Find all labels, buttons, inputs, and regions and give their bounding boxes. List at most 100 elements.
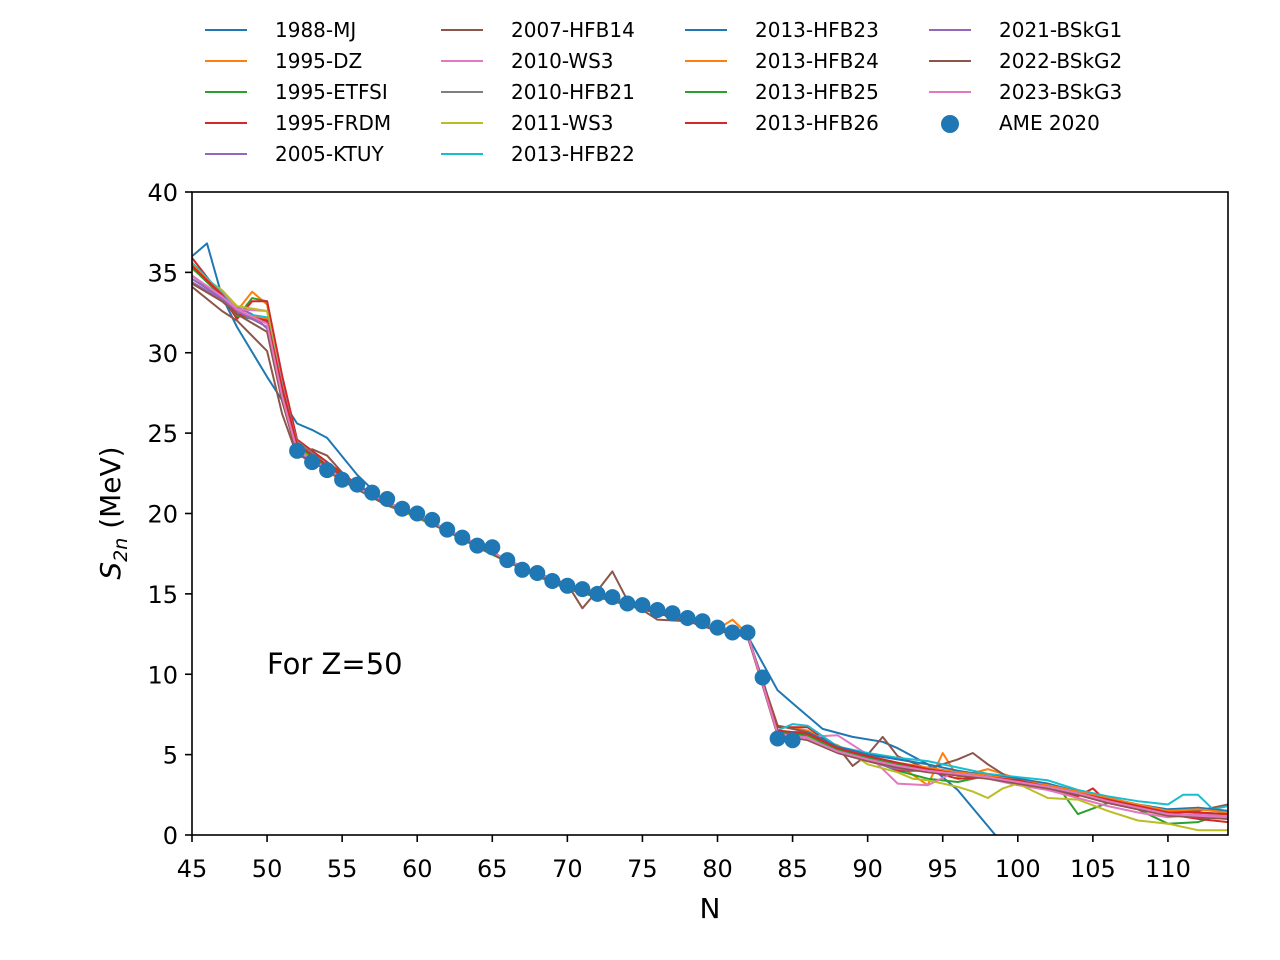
legend-item: 2013-HFB23 bbox=[685, 14, 879, 45]
ame-2020-point bbox=[514, 561, 531, 578]
ame-2020-point bbox=[634, 597, 651, 614]
ame-2020-point bbox=[484, 539, 501, 556]
y-tick-label: 25 bbox=[147, 420, 178, 448]
ame-2020-point bbox=[664, 605, 681, 622]
legend-swatch bbox=[441, 144, 483, 164]
legend-label: 2010-WS3 bbox=[511, 48, 614, 73]
ame-2020-point bbox=[559, 577, 576, 594]
legend-label: 2023-BSkG3 bbox=[999, 79, 1123, 104]
x-tick-label: 105 bbox=[1070, 855, 1116, 883]
legend-item: 2007-HFB14 bbox=[441, 14, 635, 45]
ame-2020-point bbox=[784, 732, 801, 749]
annotation-text: For Z=50 bbox=[267, 647, 403, 681]
y-tick-label: 20 bbox=[147, 501, 178, 529]
legend-label: 2013-HFB23 bbox=[755, 17, 879, 42]
ame-2020-point bbox=[379, 491, 396, 507]
ame-2020-point bbox=[334, 471, 351, 488]
series-line-2022-bskg2 bbox=[192, 282, 1228, 820]
x-tick-label: 95 bbox=[927, 855, 958, 883]
legend-item: 1988-MJ bbox=[205, 14, 356, 45]
series-line-2023-bskg3 bbox=[192, 274, 1228, 819]
ame-2020-point bbox=[439, 521, 456, 538]
series-line-2013-hfb23 bbox=[192, 265, 1228, 812]
ame-2020-point bbox=[694, 613, 711, 630]
ame-2020-point bbox=[364, 484, 381, 501]
legend-label: 1995-FRDM bbox=[275, 110, 392, 135]
ame-2020-point bbox=[589, 585, 606, 602]
legend-item: 2013-HFB24 bbox=[685, 45, 879, 76]
x-tick-label: 50 bbox=[252, 855, 283, 883]
legend-item: 1995-FRDM bbox=[205, 107, 391, 138]
legend-label: 2013-HFB22 bbox=[511, 141, 635, 166]
legend-item: 2010-WS3 bbox=[441, 45, 614, 76]
y-axis-label-base: S bbox=[94, 562, 127, 580]
legend-item: 2013-HFB22 bbox=[441, 138, 635, 169]
ame-2020-point bbox=[289, 442, 306, 459]
ame-2020-point bbox=[544, 573, 561, 589]
legend-item: AME 2020 bbox=[929, 107, 1100, 138]
series-line-2007-hfb14 bbox=[192, 286, 1228, 812]
ame-2020-point bbox=[754, 669, 771, 686]
legend-label: 2010-HFB21 bbox=[511, 79, 635, 104]
x-tick-label: 85 bbox=[777, 855, 808, 883]
y-tick-label: 10 bbox=[147, 661, 178, 689]
x-tick-label: 90 bbox=[852, 855, 883, 883]
legend-label: 2013-HFB26 bbox=[755, 110, 879, 135]
series-line-2011-ws3 bbox=[192, 268, 1228, 832]
legend-label: AME 2020 bbox=[999, 110, 1100, 135]
legend: 1988-MJ 1995-DZ 1995-ETFSI 1995-FRDM 2005-KT… bbox=[205, 14, 1165, 174]
legend-swatch bbox=[205, 20, 247, 40]
legend-swatch bbox=[929, 51, 971, 71]
legend-swatch bbox=[441, 82, 483, 102]
legend-swatch bbox=[441, 20, 483, 40]
legend-label: 1995-ETFSI bbox=[275, 79, 388, 104]
legend-label: 2021-BSkG1 bbox=[999, 17, 1123, 42]
ame-2020-point bbox=[394, 500, 411, 517]
legend-item: 2022-BSkG2 bbox=[929, 45, 1122, 76]
x-tick-label: 55 bbox=[327, 855, 358, 883]
x-axis: 45 50 55 60 65 70 75 80 85 90 95 100 105 110 bbox=[177, 835, 1191, 883]
ame-2020-point bbox=[349, 476, 366, 493]
legend-label: 1995-DZ bbox=[275, 48, 363, 73]
legend-swatch bbox=[205, 113, 247, 133]
ame-2020-point bbox=[619, 595, 636, 612]
legend-swatch bbox=[685, 20, 727, 40]
legend-label: 1988-MJ bbox=[275, 17, 357, 42]
ame-2020-point bbox=[739, 624, 756, 641]
ame-2020-point bbox=[604, 589, 621, 606]
legend-item: 2023-BSkG3 bbox=[929, 76, 1122, 107]
ame-2020-point bbox=[424, 511, 441, 528]
legend-swatch bbox=[685, 51, 727, 71]
series-line-2010-ws3 bbox=[192, 265, 1228, 819]
y-axis-label-unit: (MeV) bbox=[94, 446, 127, 537]
y-tick-label: 15 bbox=[147, 581, 178, 609]
plot-frame bbox=[191, 191, 1229, 836]
ame-2020-point bbox=[769, 730, 786, 747]
legend-swatch bbox=[929, 113, 971, 133]
legend-item: 2021-BSkG1 bbox=[929, 14, 1122, 45]
legend-label: 2007-HFB14 bbox=[511, 17, 635, 42]
legend-swatch bbox=[441, 113, 483, 133]
legend-swatch bbox=[929, 20, 971, 40]
legend-item: 2013-HFB26 bbox=[685, 107, 879, 138]
legend-swatch bbox=[205, 144, 247, 164]
x-tick-label: 70 bbox=[552, 855, 583, 883]
legend-label: 2013-HFB24 bbox=[755, 48, 879, 73]
legend-item: 1995-ETFSI bbox=[205, 76, 388, 107]
x-tick-label: 75 bbox=[627, 855, 658, 883]
legend-swatch bbox=[685, 113, 727, 133]
ame-2020-point bbox=[529, 565, 546, 581]
series-line-2013-hfb24 bbox=[192, 263, 1228, 814]
ame-2020-point bbox=[574, 581, 591, 598]
x-tick-label: 65 bbox=[477, 855, 508, 883]
y-tick-label: 30 bbox=[147, 340, 178, 368]
y-axis: 0 5 10 15 20 25 30 35 40 bbox=[147, 179, 192, 850]
ame-2020-point bbox=[499, 552, 516, 569]
ame-2020-point bbox=[304, 454, 321, 471]
x-tick-label: 60 bbox=[402, 855, 433, 883]
legend-label: 2011-WS3 bbox=[511, 110, 614, 135]
series-line-2013-hfb22 bbox=[192, 261, 1228, 811]
legend-label: 2013-HFB25 bbox=[755, 79, 879, 104]
legend-item: 2005-KTUY bbox=[205, 138, 384, 169]
